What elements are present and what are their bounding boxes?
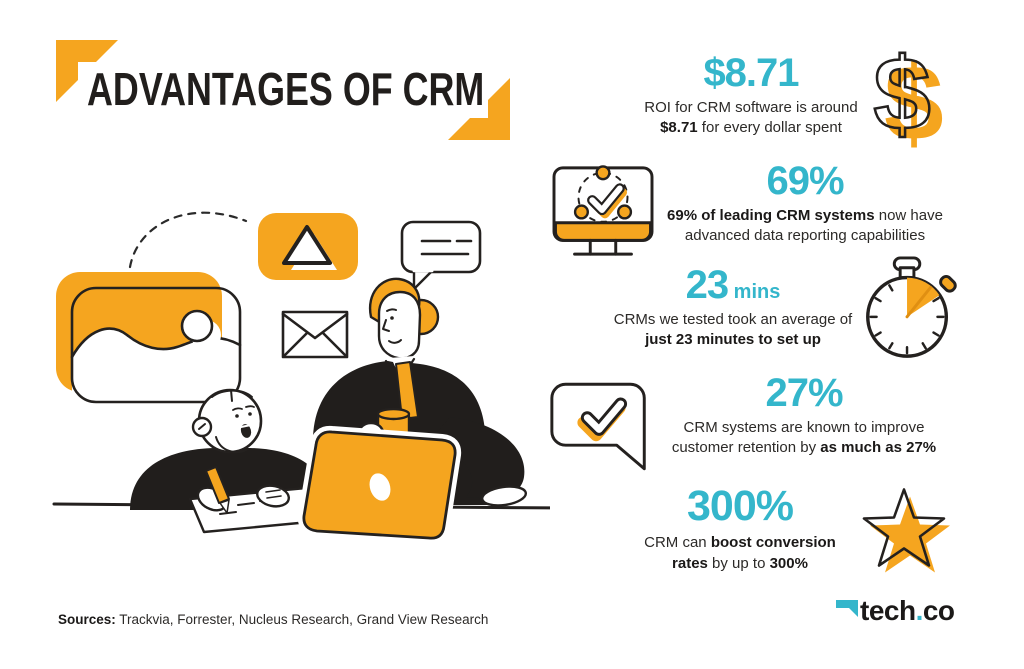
sources-label: Sources: <box>58 612 116 627</box>
stat-value: 27% <box>765 371 843 415</box>
stat-text: 69% 69% of leading CRM systems now have a… <box>652 160 958 247</box>
stat-description: CRMs we tested took an average of just 2… <box>613 311 853 349</box>
title-block: ADVANTAGES OF CRM <box>56 40 526 145</box>
envelope-icon <box>281 310 349 359</box>
stat-text: $8.71 ROI for CRM software is around $8.7… <box>601 52 901 139</box>
stat-description: CRM can boost conversion rates by up to … <box>644 534 836 572</box>
sources-text: Trackvia, Forrester, Nucleus Research, G… <box>119 612 489 627</box>
svg-text:$: $ <box>884 42 944 154</box>
dollar-icon: $ $ <box>853 42 959 154</box>
logo-prefix: tech <box>860 595 916 626</box>
stat-value: 23 mins <box>685 263 781 307</box>
stat-text: 23 mins CRMs we tested took an average of… <box>588 264 878 351</box>
stats-column: $8.71 ROI for CRM software is around $8.7… <box>540 0 984 669</box>
corner-bracket-bottom-right-icon <box>448 78 510 140</box>
stat-value: $8.71 <box>703 51 799 95</box>
star-icon <box>852 478 962 584</box>
dashed-arc <box>128 211 248 269</box>
stat-value: 300% <box>687 482 794 530</box>
stat-description: CRM systems are known to improve custome… <box>671 419 937 457</box>
crm-illustration <box>52 211 550 545</box>
monitor-check-icon <box>548 162 658 260</box>
photo-card-icon <box>56 272 242 404</box>
speech-check-icon <box>544 376 660 480</box>
laptop <box>297 425 462 545</box>
sources-line: Sources: Trackvia, Forrester, Nucleus Re… <box>58 612 488 627</box>
techco-mark-icon <box>836 600 858 617</box>
stat-text: 300% CRM can boost conversion rates by up… <box>594 482 886 574</box>
logo-dot: . <box>915 595 924 626</box>
person-writing <box>130 388 331 534</box>
stat-text: 27% CRM systems are known to improve cust… <box>654 372 954 459</box>
logo-suffix: co <box>922 595 955 626</box>
corner-bracket-top-left-icon <box>56 40 118 102</box>
warning-triangle-icon <box>258 213 358 280</box>
techco-logo: tech . co <box>836 597 955 625</box>
page-title: ADVANTAGES OF CRM <box>87 63 485 115</box>
stat-value: 69% <box>766 159 844 203</box>
chat-bubble-icon <box>400 220 482 291</box>
stat-description: 69% of leading CRM systems now have adva… <box>667 207 943 245</box>
stopwatch-icon <box>854 254 964 362</box>
svg-text:$: $ <box>873 42 930 152</box>
stat-description: ROI for CRM software is around $8.71 for… <box>644 99 858 137</box>
